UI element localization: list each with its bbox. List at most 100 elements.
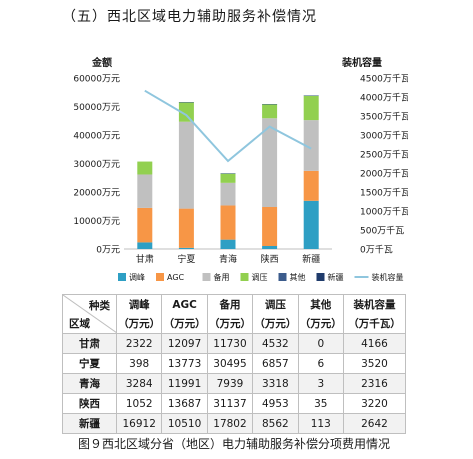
category-label: 陕西 <box>261 253 279 265</box>
table-cell: 398 <box>115 353 163 374</box>
table-cell: 6857 <box>252 353 299 374</box>
right-tick-label: 2500万千瓦 <box>360 150 408 161</box>
category-label: 青海 <box>219 253 237 265</box>
table-row: 陕西 1052 13687 31137 4953 35 3220 <box>62 393 406 414</box>
legend-swatch <box>240 273 249 281</box>
right-tick-label: 4000万千瓦 <box>360 93 408 104</box>
bar-segment-调峰 <box>303 200 319 249</box>
bar-segment-调峰 <box>137 242 153 249</box>
column-header-name: 备用 <box>206 294 254 314</box>
bar-segment-AGC <box>262 206 278 247</box>
column-header-unit: （万元） <box>297 314 345 334</box>
capacity-line <box>144 89 312 163</box>
table-cell: 1052 <box>115 393 163 414</box>
bar-segment-其他 <box>178 102 194 103</box>
bar-segment-AGC <box>178 208 194 248</box>
column-header-unit: （万元） <box>252 314 299 334</box>
legend-swatch <box>316 273 325 281</box>
left-tick-label: 30000万元 <box>73 160 120 170</box>
right-tick-label: 3000万千瓦 <box>360 131 408 142</box>
table-cell: 4532 <box>252 333 299 354</box>
right-tick-label: 4500万千瓦 <box>360 74 408 85</box>
legend-swatch <box>118 273 126 281</box>
bar-segment-调压 <box>178 102 194 122</box>
table-unit-row: （万元） （万元） （万元） （万元） （万元） （万千瓦） <box>63 314 406 334</box>
legend-label: 其他 <box>290 272 306 282</box>
bar-segment-AGC <box>303 170 319 201</box>
bar-segment-备用 <box>303 120 319 171</box>
right-tick-label: 1500万千瓦 <box>360 188 408 199</box>
table-cell: 4166 <box>343 333 406 354</box>
left-axis-title: 金额 <box>91 56 112 69</box>
bar-segment-备用 <box>137 174 153 208</box>
table-cell: 7939 <box>206 373 254 394</box>
table-cell: 4953 <box>252 393 299 414</box>
table-cell: 113 <box>297 413 345 434</box>
table-cell: 30495 <box>206 353 254 374</box>
table-cell: 11991 <box>161 373 208 394</box>
legend-swatch <box>278 273 287 281</box>
bar-segment-其他 <box>262 104 278 105</box>
bar-segment-备用 <box>262 118 278 207</box>
right-tick-label: 1000万千瓦 <box>360 207 408 218</box>
bar-segment-AGC <box>220 205 236 240</box>
corner-diagonal <box>63 295 117 333</box>
bar-segment-其他 <box>303 95 319 96</box>
column-header-unit: （万元） <box>115 314 163 334</box>
table-cell: 31137 <box>206 393 254 414</box>
bar-segment-其他 <box>220 173 236 174</box>
table-cell: 2316 <box>343 373 406 394</box>
region-cell: 甘肃 <box>62 333 117 354</box>
right-tick-label: 500万千瓦 <box>360 226 404 237</box>
category-label: 宁夏 <box>177 253 195 265</box>
legend-label: 调压 <box>252 273 268 282</box>
legend-label: 调峰 <box>129 272 145 282</box>
table-cell: 10510 <box>161 413 208 434</box>
legend-swatch <box>156 273 164 281</box>
table-cell: 17802 <box>206 413 254 434</box>
column-header-name: 调压 <box>252 294 299 314</box>
bar-segment-调压 <box>262 104 278 119</box>
right-tick-label: 3500万千瓦 <box>360 112 408 123</box>
column-header-unit: （万千瓦） <box>343 314 406 334</box>
corner-label-type: 种类 <box>89 300 110 312</box>
compensation-table: 种类 区域 调峰 AGC 备用 调压 其他 装机容量 （万元） （万元） （万元… <box>62 294 406 434</box>
region-cell: 宁夏 <box>62 353 117 374</box>
table-cell: 13773 <box>161 353 208 374</box>
column-header-unit: （万元） <box>206 314 254 334</box>
table-cell: 0 <box>297 333 345 354</box>
column-header-name: 装机容量 <box>343 294 406 314</box>
bar-segment-调峰 <box>178 247 194 249</box>
corner-label-region: 区域 <box>69 318 90 330</box>
column-header-name: 其他 <box>297 294 345 314</box>
legend-label: 备用 <box>214 272 230 282</box>
chart-panel: 金额 装机容量 0万元 10000万元 20000万元 30000万元 40000万元 500… <box>62 44 408 294</box>
category-label: 甘肃 <box>136 253 154 265</box>
table-cell: 3520 <box>343 353 406 374</box>
legend-label: AGC <box>167 273 185 282</box>
region-cell: 陕西 <box>62 393 117 414</box>
bar-segment-调压 <box>220 173 236 183</box>
figure-caption: 图９西北区域分省（地区）电力辅助服务补偿分项费用情况 <box>77 437 390 451</box>
left-tick-label: 10000万元 <box>73 217 120 227</box>
right-tick-label: 0万千瓦 <box>360 245 393 256</box>
bar-segment-备用 <box>220 182 236 206</box>
legend-label: 新疆 <box>328 272 344 282</box>
table-cell: 8562 <box>252 413 299 434</box>
table-cell: 12097 <box>161 333 208 354</box>
table-cell: 13687 <box>161 393 208 414</box>
bar-segment-调压 <box>303 95 319 121</box>
bar-segment-AGC <box>137 207 153 243</box>
table-row: 宁夏 398 13773 30495 6857 6 3520 <box>62 353 406 374</box>
bar-segment-备用 <box>178 121 194 209</box>
left-tick-label: 60000万元 <box>73 75 120 85</box>
bar-segment-调峰 <box>262 246 278 249</box>
left-tick-label: 40000万元 <box>73 132 120 142</box>
legend-label: 装机容量 <box>372 272 404 282</box>
table-cell: 6 <box>297 353 345 374</box>
column-header-name: AGC <box>161 294 208 314</box>
table-cell: 16912 <box>115 413 163 434</box>
region-cell: 青海 <box>62 373 117 394</box>
bar-segment-调压 <box>137 161 153 175</box>
left-tick-label: 0万元 <box>96 246 120 256</box>
